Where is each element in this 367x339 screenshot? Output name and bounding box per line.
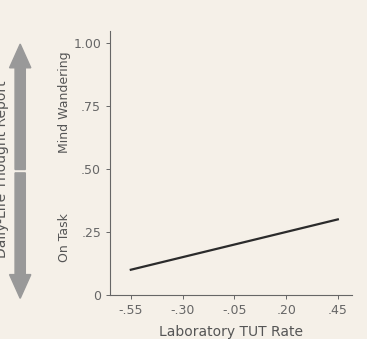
Text: Mind Wandering: Mind Wandering [58, 51, 71, 153]
Text: Daily-Life Thought Report: Daily-Life Thought Report [0, 81, 9, 258]
Text: On Task: On Task [58, 213, 71, 262]
X-axis label: Laboratory TUT Rate: Laboratory TUT Rate [159, 325, 303, 339]
